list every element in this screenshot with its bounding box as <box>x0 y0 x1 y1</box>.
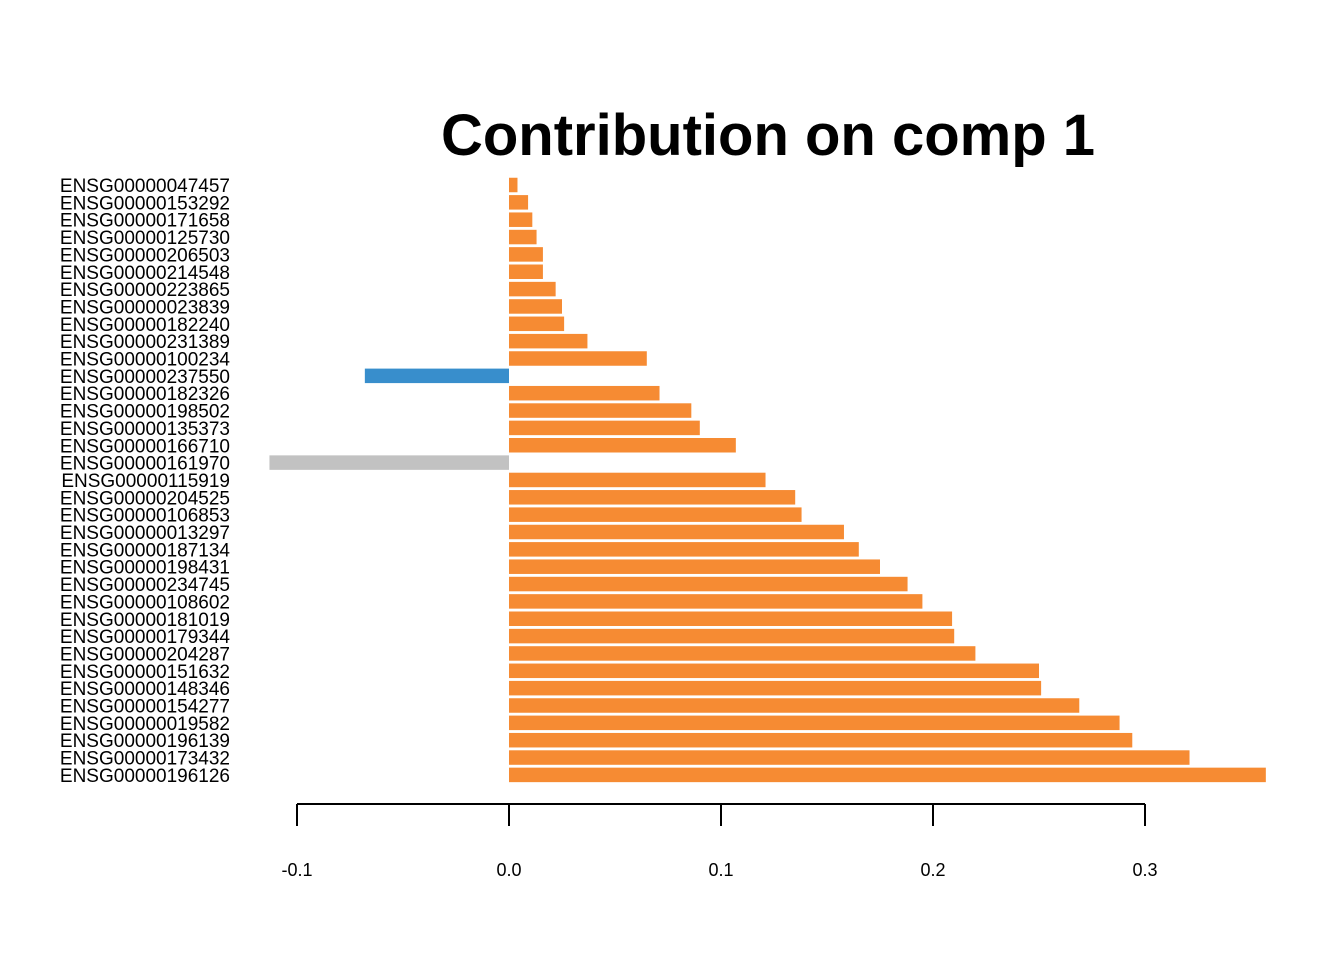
bar-ENSG00000161970 <box>269 455 509 470</box>
y-label-ENSG00000106853: ENSG00000106853 <box>60 506 230 527</box>
bar-ENSG00000153292 <box>509 195 529 210</box>
y-label-ENSG00000100234: ENSG00000100234 <box>60 350 231 371</box>
bar-ENSG00000196126 <box>509 767 1266 783</box>
y-label-ENSG00000196139: ENSG00000196139 <box>60 731 230 752</box>
bar-ENSG00000206503 <box>509 247 543 262</box>
y-label-ENSG00000148346: ENSG00000148346 <box>60 679 230 700</box>
bars-group <box>269 177 1266 783</box>
y-label-ENSG00000047457: ENSG00000047457 <box>60 176 230 197</box>
x-tick-label: 0.2 <box>920 860 945 880</box>
bar-ENSG00000204525 <box>509 490 796 505</box>
y-label-ENSG00000198502: ENSG00000198502 <box>60 402 230 423</box>
y-label-ENSG00000204287: ENSG00000204287 <box>60 644 230 665</box>
bar-ENSG00000108602 <box>509 594 923 609</box>
y-label-ENSG00000135373: ENSG00000135373 <box>60 419 230 440</box>
x-axis: -0.1 0.0 0.1 0.2 0.3 <box>281 803 1158 880</box>
bar-ENSG00000234745 <box>509 576 908 592</box>
bar-ENSG00000231389 <box>509 333 588 349</box>
bar-ENSG00000237550 <box>364 368 509 384</box>
y-label-ENSG00000173432: ENSG00000173432 <box>60 749 230 770</box>
bar-ENSG00000047457 <box>509 177 518 193</box>
y-label-ENSG00000019582: ENSG00000019582 <box>60 714 230 735</box>
bar-ENSG00000115919 <box>509 472 766 488</box>
bar-ENSG00000171658 <box>509 212 533 227</box>
y-label-ENSG00000231389: ENSG00000231389 <box>60 332 230 353</box>
x-tick-label: 0.1 <box>708 860 733 880</box>
y-label-ENSG00000153292: ENSG00000153292 <box>60 193 230 214</box>
y-label-ENSG00000206503: ENSG00000206503 <box>60 245 230 266</box>
bar-ENSG00000173432 <box>509 750 1190 765</box>
bar-ENSG00000198502 <box>509 403 692 418</box>
y-labels-group: ENSG00000047457ENSG00000153292ENSG000001… <box>60 176 231 787</box>
y-label-ENSG00000151632: ENSG00000151632 <box>60 662 230 683</box>
bar-ENSG00000182326 <box>509 385 660 401</box>
y-label-ENSG00000179344: ENSG00000179344 <box>60 627 231 648</box>
bar-ENSG00000154277 <box>509 698 1080 713</box>
bar-ENSG00000214548 <box>509 264 543 279</box>
y-label-ENSG00000237550: ENSG00000237550 <box>60 367 230 388</box>
y-label-ENSG00000214548: ENSG00000214548 <box>60 263 230 284</box>
y-label-ENSG00000198431: ENSG00000198431 <box>60 558 230 579</box>
bar-ENSG00000023839 <box>509 299 562 314</box>
y-label-ENSG00000196126: ENSG00000196126 <box>60 766 230 787</box>
y-label-ENSG00000161970: ENSG00000161970 <box>60 454 230 475</box>
bar-ENSG00000148346 <box>509 680 1042 696</box>
y-label-ENSG00000115919: ENSG00000115919 <box>61 471 230 492</box>
bar-ENSG00000198431 <box>509 559 880 574</box>
bar-ENSG00000182240 <box>509 316 565 332</box>
y-label-ENSG00000181019: ENSG00000181019 <box>60 610 230 631</box>
bar-ENSG00000223865 <box>509 281 556 297</box>
bar-ENSG00000196139 <box>509 732 1133 748</box>
bar-ENSG00000100234 <box>509 351 647 366</box>
y-label-ENSG00000182326: ENSG00000182326 <box>60 384 230 405</box>
y-label-ENSG00000013297: ENSG00000013297 <box>60 523 230 544</box>
bar-ENSG00000135373 <box>509 420 700 436</box>
bar-ENSG00000204287 <box>509 646 976 661</box>
bar-ENSG00000181019 <box>509 611 953 626</box>
y-label-ENSG00000182240: ENSG00000182240 <box>60 315 230 336</box>
y-label-ENSG00000166710: ENSG00000166710 <box>60 436 230 457</box>
bar-ENSG00000019582 <box>509 715 1120 731</box>
bar-ENSG00000013297 <box>509 524 844 540</box>
y-label-ENSG00000223865: ENSG00000223865 <box>60 280 230 301</box>
y-label-ENSG00000154277: ENSG00000154277 <box>60 697 230 718</box>
y-label-ENSG00000171658: ENSG00000171658 <box>60 211 230 232</box>
bar-ENSG00000151632 <box>509 663 1039 679</box>
bar-ENSG00000106853 <box>509 507 802 522</box>
bar-ENSG00000125730 <box>509 229 537 245</box>
x-tick-label: 0.0 <box>496 860 521 880</box>
y-label-ENSG00000108602: ENSG00000108602 <box>60 592 230 613</box>
x-tick-label: -0.1 <box>281 860 312 880</box>
bar-ENSG00000166710 <box>509 438 736 453</box>
y-label-ENSG00000204525: ENSG00000204525 <box>60 488 230 509</box>
chart-title: Contribution on comp 1 <box>441 103 1095 168</box>
x-tick-label: 0.3 <box>1132 860 1157 880</box>
bar-ENSG00000179344 <box>509 628 955 644</box>
y-label-ENSG00000187134: ENSG00000187134 <box>60 540 231 561</box>
y-label-ENSG00000023839: ENSG00000023839 <box>60 297 230 318</box>
y-label-ENSG00000125730: ENSG00000125730 <box>60 228 230 249</box>
bar-ENSG00000187134 <box>509 542 859 557</box>
y-label-ENSG00000234745: ENSG00000234745 <box>60 575 230 596</box>
